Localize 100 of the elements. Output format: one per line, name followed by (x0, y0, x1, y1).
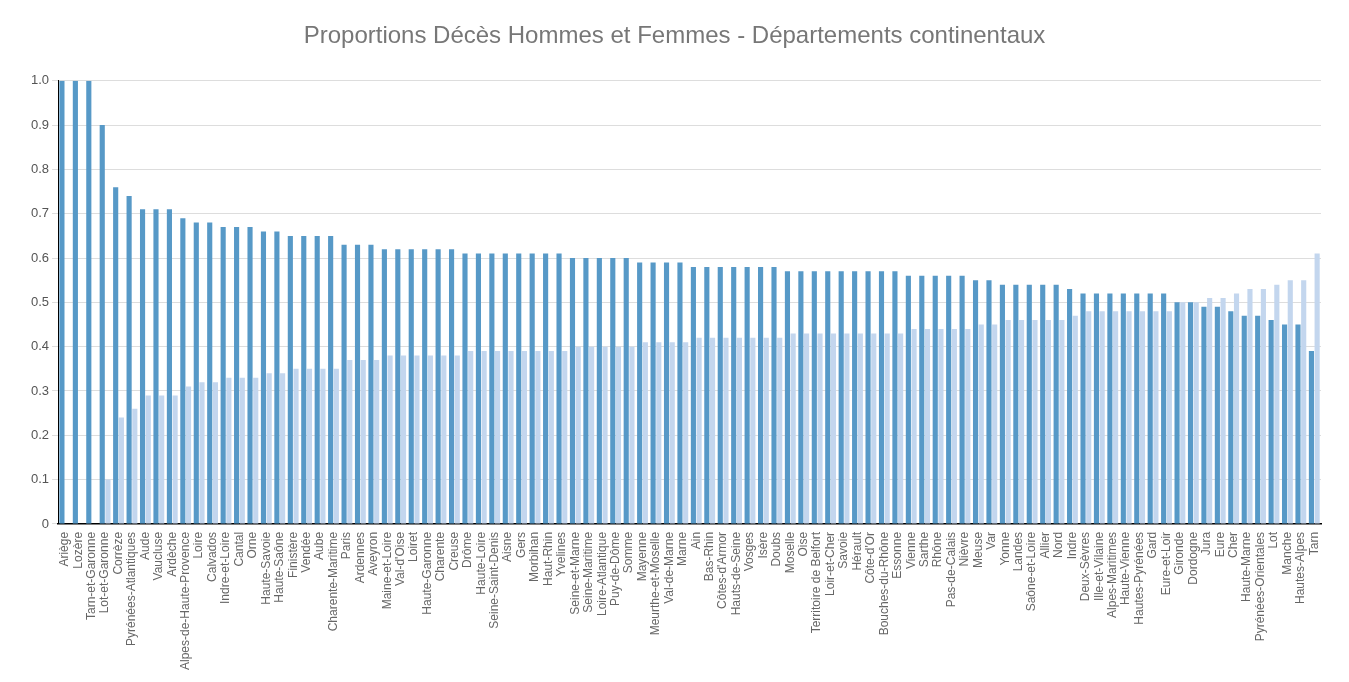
x-tick-label: Mayenne (634, 531, 649, 582)
x-tick-label: Meurthe-et-Moselle (648, 531, 663, 636)
bar (583, 258, 589, 524)
bar (871, 333, 877, 524)
x-tick-label: Nièvre (957, 531, 972, 567)
bar (817, 333, 823, 524)
x-tick-label: Hautes-Alpes (1293, 531, 1308, 604)
bar (481, 351, 487, 524)
bar (959, 275, 965, 524)
bar (266, 373, 272, 524)
bar (239, 377, 245, 524)
bar (1180, 302, 1186, 524)
x-tick-label: Rhône (930, 531, 945, 568)
bar (118, 417, 124, 524)
x-tick-label: Haute-Vienne (1118, 531, 1133, 606)
bar (857, 333, 863, 524)
bar (596, 258, 602, 524)
x-tick-label: Hauts-de-Seine (728, 531, 743, 616)
bar (1107, 293, 1113, 524)
bar (1153, 311, 1159, 524)
x-tick-label: Aube (312, 531, 327, 560)
bar (475, 253, 481, 524)
x-tick-label: Jura (1199, 531, 1214, 556)
bar (234, 227, 240, 524)
x-tick-label: Tarn (1306, 531, 1321, 556)
bar (354, 244, 361, 524)
bar (623, 258, 629, 524)
bar (543, 253, 549, 524)
bar (683, 342, 689, 524)
x-tick-label: Meuse (970, 531, 985, 568)
bar (462, 253, 468, 524)
bar (508, 351, 514, 524)
bar (422, 249, 428, 524)
x-tick-label: Maine-et-Loire (379, 531, 394, 610)
x-tick-label: Drôme (460, 531, 475, 568)
x-tick-label: Creuse (446, 531, 461, 571)
bar (1018, 320, 1025, 524)
bar (978, 324, 984, 524)
x-tick-label: Côtes-d'Armor (715, 531, 730, 609)
bar (1059, 320, 1065, 524)
x-tick-label: Landes (1011, 531, 1026, 572)
bar (435, 249, 441, 524)
bar (72, 80, 78, 524)
bar (830, 333, 837, 524)
x-tick-label: Loire-Atlantique (594, 531, 609, 616)
x-tick-label: Sarthe (916, 531, 931, 568)
bar (790, 333, 796, 524)
bar (704, 266, 710, 524)
bar (105, 479, 111, 524)
x-tick-label: Doubs (769, 531, 784, 567)
y-tick-label: 0.5 (30, 293, 50, 309)
x-tick-label: Charente (433, 531, 448, 582)
x-tick-label: Cantal (231, 531, 246, 567)
x-tick-label: Haut-Rhin (540, 531, 555, 586)
bar (932, 275, 938, 524)
x-tick-label: Dordogne (1185, 531, 1200, 585)
bar (260, 231, 267, 524)
x-tick-label: Lozère (70, 531, 85, 569)
bar (1120, 293, 1126, 524)
bar (1099, 311, 1105, 524)
bar (744, 266, 750, 524)
bar (1295, 324, 1301, 524)
bar (1053, 284, 1059, 524)
bar (347, 359, 353, 524)
bar (1113, 311, 1119, 524)
x-tick-label: Marne (675, 531, 690, 566)
y-tick-label: 0 (41, 515, 50, 531)
y-tick-label: 0.8 (30, 161, 50, 176)
bar (185, 386, 192, 524)
bar (556, 253, 562, 524)
x-tick-label: Ille-et-Vilaine (1091, 531, 1106, 602)
bar (610, 258, 616, 524)
x-tick-label: Loiret (406, 531, 421, 562)
x-tick-label: Loir-et-Cher (822, 531, 837, 596)
bar (1032, 320, 1038, 524)
bar (529, 253, 535, 524)
bar (454, 355, 460, 524)
bar (972, 280, 979, 524)
bar (1255, 315, 1261, 524)
bar (207, 222, 213, 524)
bar (247, 227, 253, 524)
x-tick-label: Eure-et-Loir (1158, 531, 1173, 596)
bar (1072, 315, 1078, 524)
bar (663, 262, 670, 524)
x-tick-label: Aude (137, 531, 152, 560)
x-tick-label: Côte-d'Or (863, 531, 878, 584)
x-tick-label: Gard (1145, 531, 1160, 559)
bar (180, 218, 186, 524)
bar (602, 346, 608, 524)
x-tick-label: Bas-Rhin (702, 531, 716, 582)
bar (301, 235, 307, 524)
x-tick-label: Alpes-Maritimes (1105, 531, 1120, 618)
bar (1187, 302, 1194, 524)
bar (838, 271, 844, 524)
x-tick-label: Aisne (500, 531, 515, 562)
bar (615, 346, 622, 524)
x-tick-label: Val-de-Marne (661, 531, 676, 604)
x-tick-label: Somme (621, 531, 636, 574)
x-tick-label: Paris (339, 531, 354, 560)
x-tick-label: Tarn-et-Garonne (83, 531, 98, 620)
